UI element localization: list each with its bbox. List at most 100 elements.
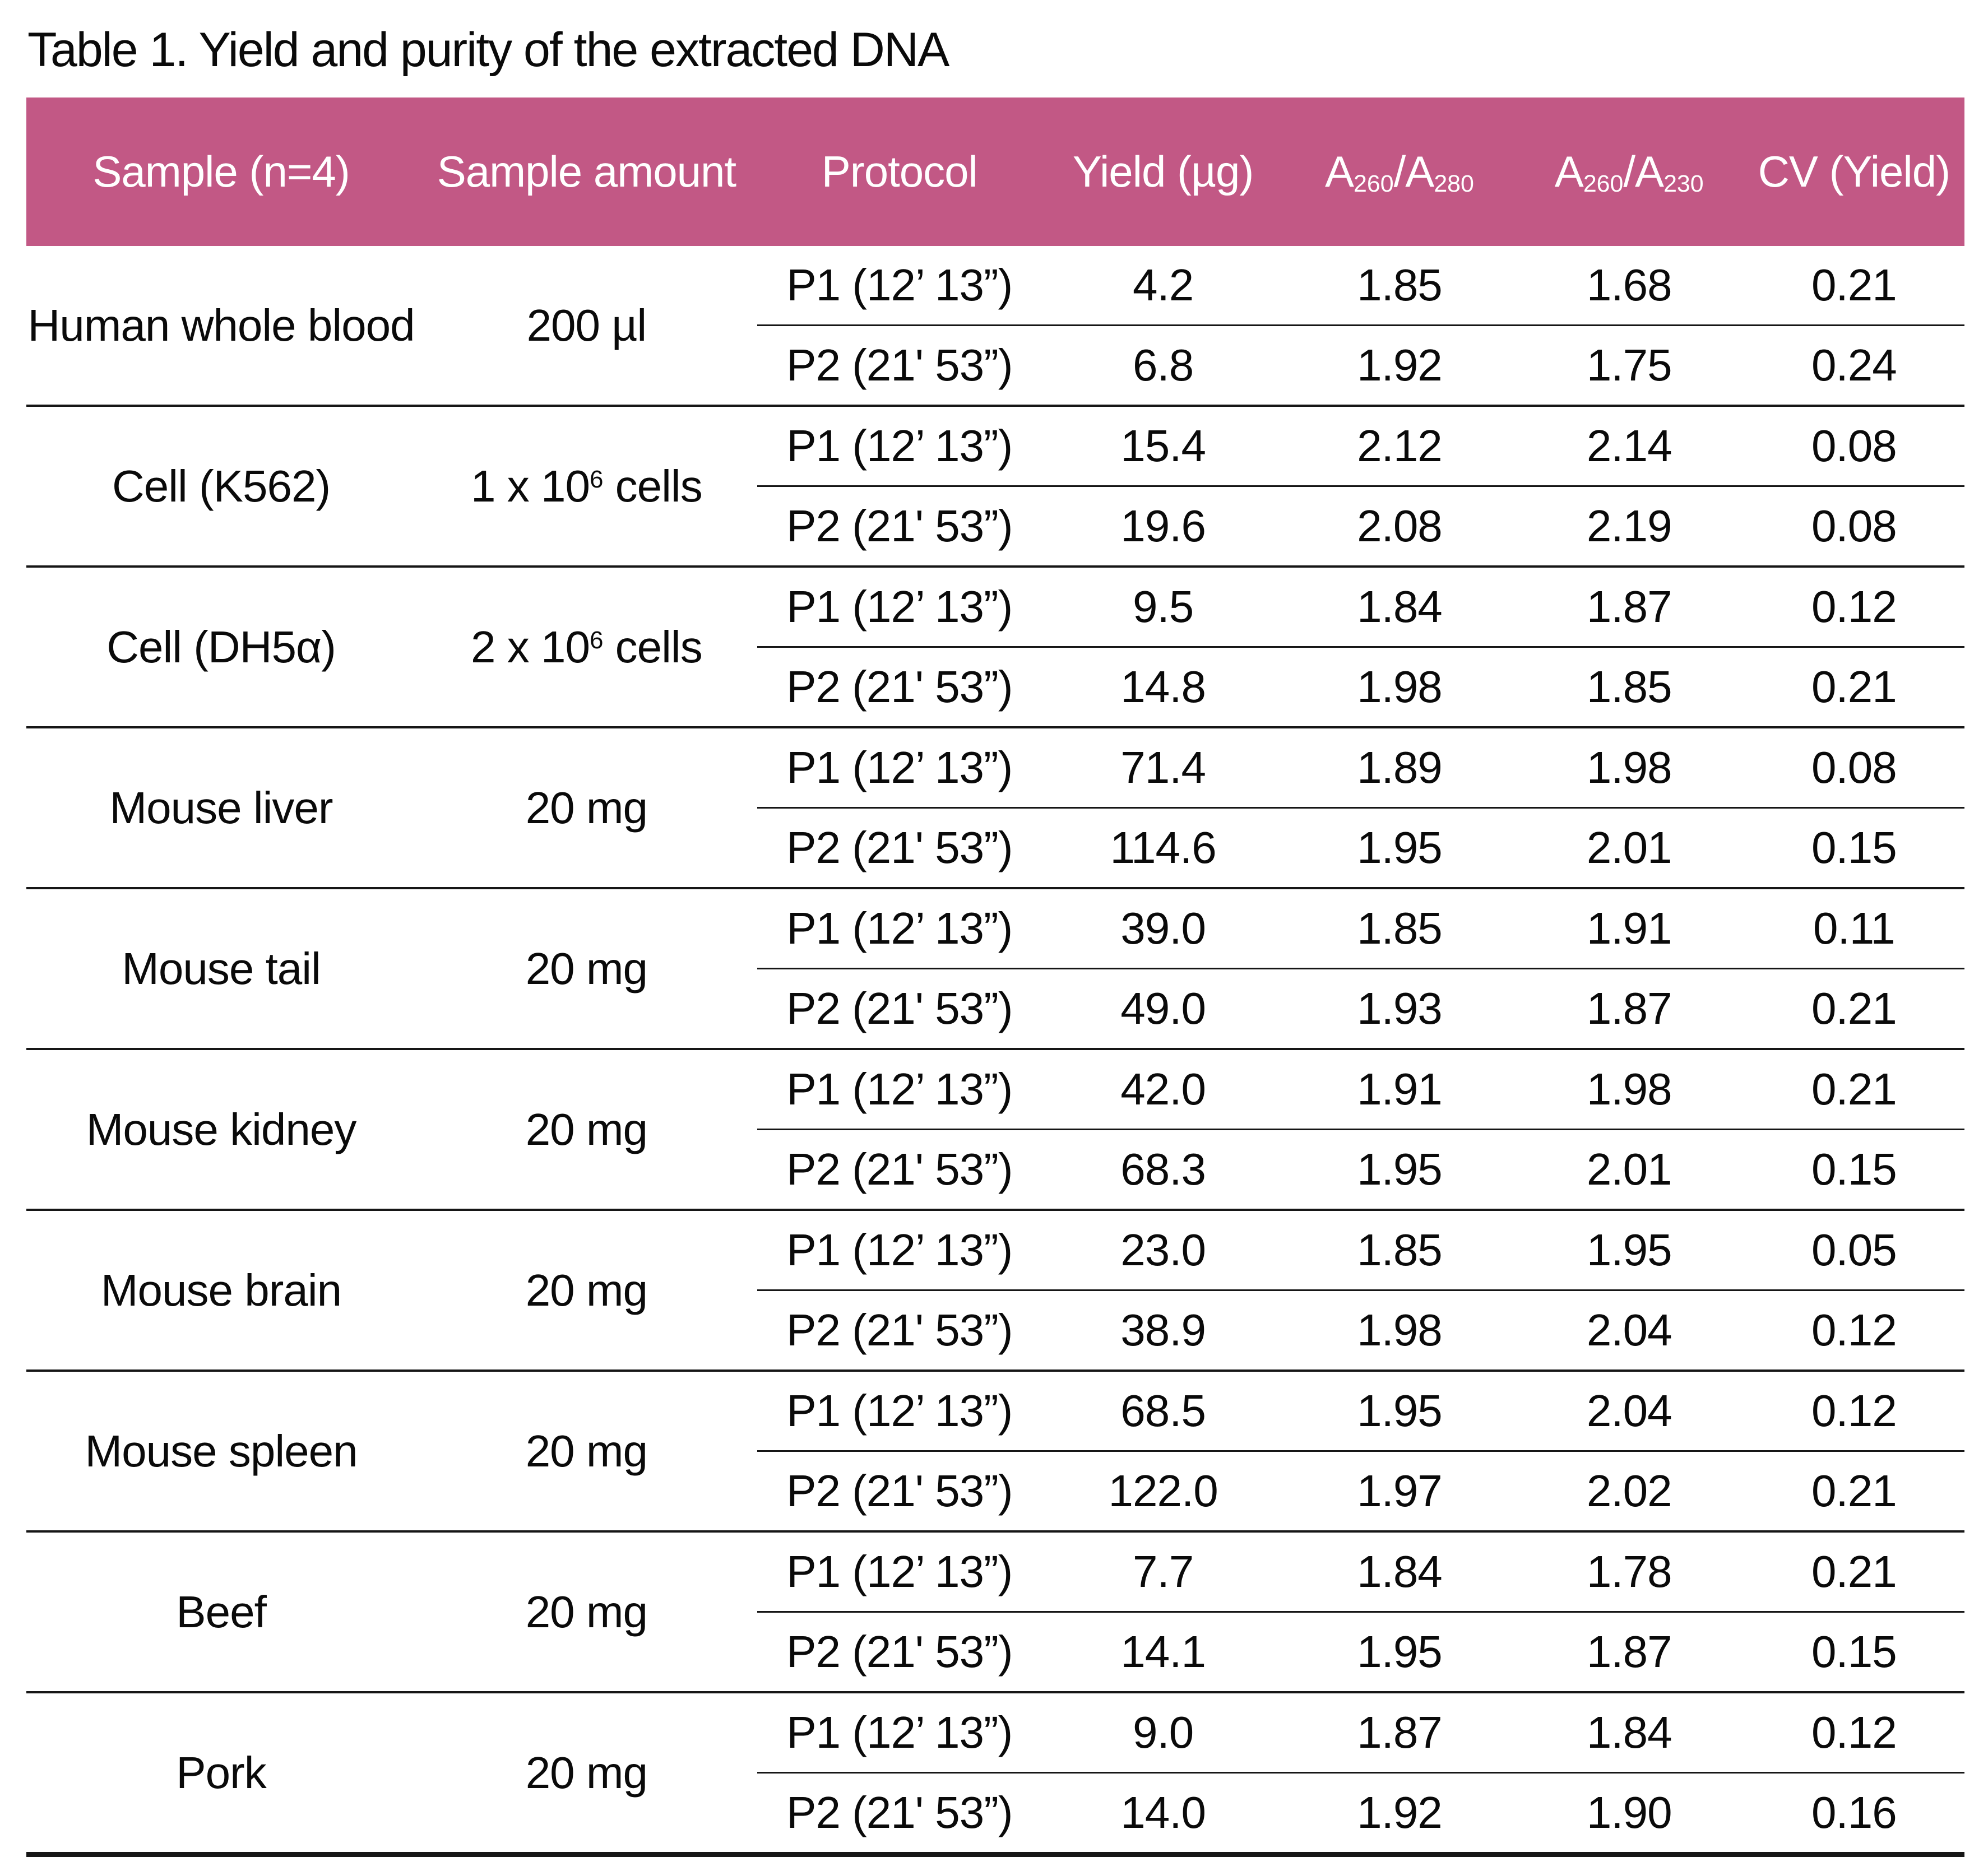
a260-a280-cell: 1.84 (1284, 1531, 1515, 1613)
amount-cell: 20 mg (416, 1371, 757, 1533)
protocol-cell: P2 (21' 53”) (757, 325, 1042, 407)
amount-text: 2 x 10 (471, 621, 590, 672)
sample-cell: Human whole blood (26, 246, 416, 407)
cv-cell: 0.12 (1743, 567, 1964, 648)
amount-text: 20 mg (525, 943, 648, 994)
amount-text: 20 mg (525, 1265, 648, 1315)
yield-cell: 39.0 (1041, 888, 1285, 969)
a260-a230-cell: 1.87 (1514, 567, 1744, 648)
a260-a280-cell: 1.95 (1284, 1129, 1515, 1211)
amount-cell: 200 µl (416, 246, 757, 407)
yield-cell: 6.8 (1041, 325, 1285, 407)
cv-cell: 0.16 (1743, 1772, 1964, 1857)
table-row: P2 (21' 53”) 6.8 1.92 1.75 0.24 (26, 325, 1964, 407)
a260-a280-cell: 2.08 (1284, 486, 1515, 568)
a260-a230-cell: 1.87 (1514, 968, 1744, 1050)
a260-a230-cell: 2.01 (1514, 1129, 1744, 1211)
a260-a280-cell: 1.84 (1284, 567, 1515, 648)
amount-superscript: 6 (589, 466, 604, 494)
a260-a230-cell: 1.98 (1514, 1049, 1744, 1130)
a260-a280-cell: 1.87 (1284, 1692, 1515, 1774)
table-title: Table 1. Yield and purity of the extract… (27, 23, 949, 77)
protocol-cell: P2 (21' 53”) (757, 486, 1042, 568)
yield-cell: 4.2 (1041, 246, 1285, 326)
protocol-cell: P1 (12’ 13”) (757, 246, 1042, 326)
a260-a280-cell: 1.95 (1284, 807, 1515, 889)
col-header-cv-yield: CV (Yield) (1743, 98, 1964, 246)
cv-cell: 0.08 (1743, 486, 1964, 568)
table-row: Mouse kidney 20 mg P1 (12’ 13”) 42.0 1.9… (26, 1049, 1964, 1211)
a260-a280-cell: 1.89 (1284, 727, 1515, 809)
sample-cell: Beef (26, 1531, 416, 1693)
table-row: Mouse liver 20 mg P1 (12’ 13”) 71.4 1.89… (26, 727, 1964, 889)
protocol-cell: P1 (12’ 13”) (757, 1049, 1042, 1130)
yield-cell: 19.6 (1041, 486, 1285, 568)
amount-text: 1 x 10 (471, 461, 590, 511)
a260-a280-cell: 1.91 (1284, 1049, 1515, 1130)
cv-cell: 0.21 (1743, 246, 1964, 326)
col-header-a260-a280: A260/A280 (1284, 98, 1515, 246)
amount-text: cells (603, 461, 703, 511)
sample-cell: Cell (K562) (26, 406, 416, 568)
a260-a280-cell: 1.98 (1284, 1290, 1515, 1372)
a260-a230-cell: 1.84 (1514, 1692, 1744, 1774)
yield-cell: 9.0 (1041, 1692, 1285, 1774)
protocol-cell: P1 (12’ 13”) (757, 888, 1042, 969)
amount-text: 20 mg (525, 1586, 648, 1637)
table-row: Pork 20 mg P1 (12’ 13”) 9.0 1.87 1.84 0.… (26, 1692, 1964, 1857)
table-row: Beef 20 mg P1 (12’ 13”) 7.7 1.84 1.78 0.… (26, 1531, 1964, 1693)
table-row: P2 (21' 53”) 38.9 1.98 2.04 0.12 (26, 1290, 1964, 1372)
a260-a280-cell: 1.92 (1284, 1772, 1515, 1857)
ratio-letter: /A (1393, 147, 1435, 196)
amount-text: 20 mg (525, 1747, 648, 1798)
a260-a280-cell: 1.85 (1284, 1210, 1515, 1291)
protocol-cell: P1 (12’ 13”) (757, 727, 1042, 809)
protocol-cell: P2 (21' 53”) (757, 647, 1042, 728)
ratio-subscript: 260 (1354, 170, 1394, 198)
amount-superscript: 6 (589, 626, 604, 654)
protocol-cell: P1 (12’ 13”) (757, 1692, 1042, 1774)
table-row: P2 (21' 53”) 122.0 1.97 2.02 0.21 (26, 1451, 1964, 1533)
a260-a230-cell: 1.78 (1514, 1531, 1744, 1613)
cv-cell: 0.24 (1743, 325, 1964, 407)
table-row: Mouse spleen 20 mg P1 (12’ 13”) 68.5 1.9… (26, 1371, 1964, 1533)
protocol-cell: P2 (21' 53”) (757, 1451, 1042, 1533)
ratio-subscript: 230 (1663, 170, 1704, 198)
table-row: P2 (21' 53”) 14.0 1.92 1.90 0.16 (26, 1772, 1964, 1857)
amount-cell: 20 mg (416, 1049, 757, 1211)
protocol-cell: P2 (21' 53”) (757, 807, 1042, 889)
yield-cell: 38.9 (1041, 1290, 1285, 1372)
a260-a230-cell: 2.01 (1514, 807, 1744, 889)
protocol-cell: P1 (12’ 13”) (757, 406, 1042, 487)
table-row: P2 (21' 53”) 68.3 1.95 2.01 0.15 (26, 1129, 1964, 1211)
a260-a280-cell: 1.92 (1284, 325, 1515, 407)
amount-cell: 20 mg (416, 1692, 757, 1857)
a260-a280-cell: 1.93 (1284, 968, 1515, 1050)
a260-a280-cell: 1.98 (1284, 647, 1515, 728)
cv-cell: 0.21 (1743, 647, 1964, 728)
amount-text: 200 µl (526, 300, 647, 350)
yield-cell: 68.5 (1041, 1371, 1285, 1452)
a260-a230-cell: 1.68 (1514, 246, 1744, 326)
protocol-cell: P2 (21' 53”) (757, 1772, 1042, 1857)
a260-a230-cell: 2.19 (1514, 486, 1744, 568)
table-row: P2 (21' 53”) 19.6 2.08 2.19 0.08 (26, 486, 1964, 568)
protocol-cell: P2 (21' 53”) (757, 1129, 1042, 1211)
cv-cell: 0.21 (1743, 1531, 1964, 1613)
table-row: P2 (21' 53”) 114.6 1.95 2.01 0.15 (26, 807, 1964, 889)
protocol-cell: P2 (21' 53”) (757, 1290, 1042, 1372)
ratio-subscript: 260 (1583, 170, 1624, 198)
protocol-cell: P2 (21' 53”) (757, 968, 1042, 1050)
cv-cell: 0.08 (1743, 727, 1964, 809)
col-header-yield: Yield (µg) (1041, 98, 1285, 246)
yield-cell: 14.0 (1041, 1772, 1285, 1857)
sample-cell: Mouse liver (26, 727, 416, 889)
amount-cell: 1 x 106 cells (416, 406, 757, 568)
a260-a230-cell: 2.04 (1514, 1371, 1744, 1452)
a260-a280-cell: 1.97 (1284, 1451, 1515, 1533)
sample-cell: Cell (DH5α) (26, 567, 416, 728)
a260-a230-cell: 1.87 (1514, 1612, 1744, 1693)
amount-cell: 20 mg (416, 888, 757, 1050)
a260-a230-cell: 2.02 (1514, 1451, 1744, 1533)
